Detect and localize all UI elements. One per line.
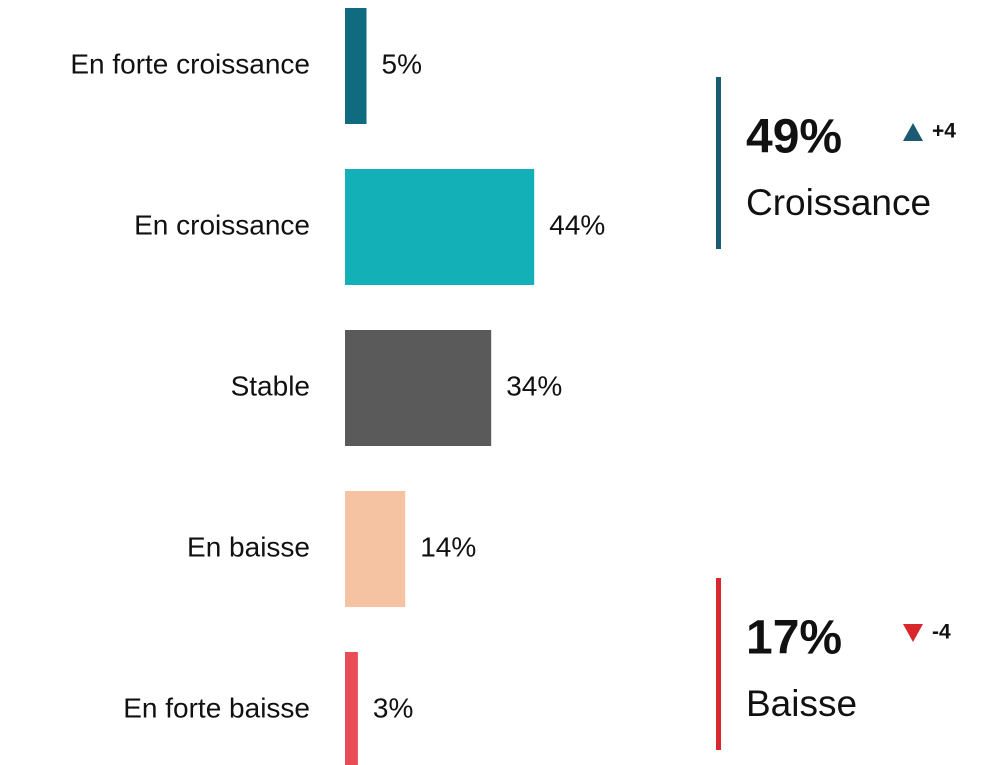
category-label: En croissance: [134, 209, 310, 240]
bar: [345, 169, 535, 285]
annotation-change: -4: [932, 621, 951, 644]
bar: [345, 330, 492, 446]
annotation-value: 49%: [746, 111, 842, 164]
annotation-rule: [716, 578, 721, 750]
value-label: 14%: [420, 531, 476, 562]
annotation-label: Baisse: [746, 683, 857, 724]
annotation-rule: [716, 77, 721, 249]
category-label: Stable: [231, 370, 310, 401]
value-label: 5%: [382, 48, 422, 79]
category-label: En forte croissance: [70, 48, 310, 79]
category-label: En baisse: [187, 531, 310, 562]
value-label: 3%: [373, 692, 413, 723]
value-label: 34%: [506, 370, 562, 401]
change-arrow: [903, 624, 923, 642]
value-label: 44%: [549, 209, 605, 240]
annotation-label: Croissance: [746, 182, 931, 223]
bar: [345, 491, 406, 607]
bar: [345, 652, 358, 765]
annotation-change: +4: [932, 120, 956, 143]
change-arrow: [903, 123, 923, 141]
category-label: En forte baisse: [123, 692, 310, 723]
annotation-value: 17%: [746, 612, 842, 665]
bar: [345, 8, 367, 124]
